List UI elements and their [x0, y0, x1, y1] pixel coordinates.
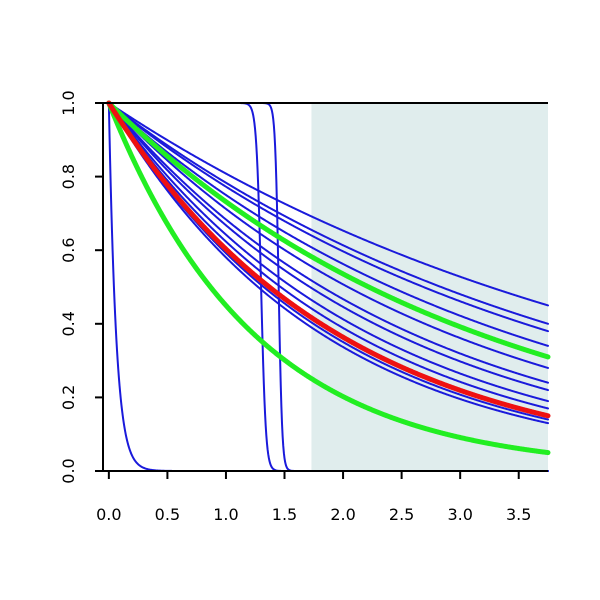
x-tick-label: 3.0: [447, 505, 472, 524]
y-tick-label: 0.6: [59, 237, 78, 262]
y-tick-label: 0.2: [59, 385, 78, 410]
red-curve-17: [106, 100, 551, 419]
blue-curve-9: [107, 102, 549, 410]
blue-curve-7: [107, 102, 549, 392]
x-tick-label: 0.5: [155, 505, 180, 524]
x-tick-label: 1.0: [213, 505, 238, 524]
blue-curve-5: [107, 102, 549, 369]
y-tick-label: 0.8: [59, 164, 78, 189]
blue-curve-1: [107, 102, 549, 325]
y-tick-label: 1.0: [59, 90, 78, 115]
x-ticks-group: 0.0 0.5 1.0 1.5 2.0 2.5 3.0 3.5: [96, 471, 531, 524]
blue-curve-3: [107, 102, 549, 333]
x-tick-label: 3.5: [506, 505, 531, 524]
y-tick-label: 0.4: [59, 311, 78, 336]
y-ticks-group: 0.0 0.2 0.4 0.6 0.8 1.0: [59, 90, 103, 484]
axes-group: [102, 102, 548, 472]
blue-curve-6: [107, 102, 549, 384]
blue-curve-8: [107, 102, 549, 403]
green-curve-16: [106, 100, 551, 456]
green-curve-15: [106, 100, 551, 360]
blue-curve-4: [107, 102, 549, 347]
x-tick-label: 0.0: [96, 505, 121, 524]
x-tick-label: 2.0: [330, 505, 355, 524]
y-tick-label: 0.0: [59, 458, 78, 483]
blue-curve-2: [107, 102, 549, 307]
x-tick-label: 2.5: [389, 505, 414, 524]
blue-curve-11: [107, 102, 549, 425]
x-tick-label: 1.5: [272, 505, 297, 524]
